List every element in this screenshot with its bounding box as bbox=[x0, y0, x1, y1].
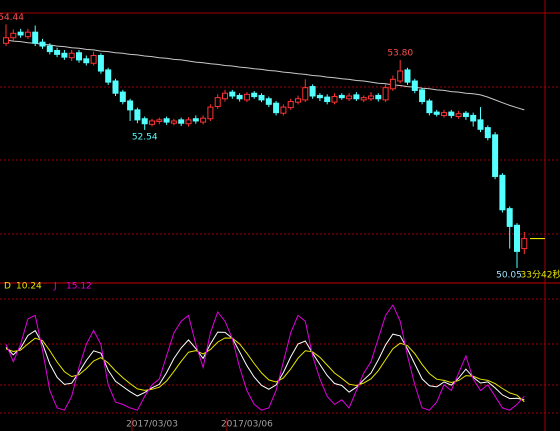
candle-body bbox=[492, 134, 499, 177]
candle-body bbox=[32, 31, 39, 44]
candle-body bbox=[397, 70, 404, 82]
candle-body bbox=[149, 120, 155, 125]
candle-body bbox=[127, 100, 134, 111]
low-label: 50.05 bbox=[496, 271, 522, 281]
candle-body bbox=[389, 78, 396, 90]
candle-body bbox=[46, 45, 53, 53]
candle-body bbox=[346, 95, 353, 100]
candle-body bbox=[170, 120, 177, 124]
candle-body bbox=[185, 119, 192, 125]
candle-body bbox=[24, 31, 31, 38]
candle-body bbox=[382, 87, 389, 101]
candle-body bbox=[338, 94, 345, 99]
candle-body bbox=[163, 118, 170, 123]
candle-body bbox=[433, 111, 440, 115]
candle-body bbox=[448, 111, 455, 116]
candle-body bbox=[83, 58, 90, 64]
candle-body bbox=[251, 92, 258, 98]
legend-name: D bbox=[4, 282, 11, 292]
candle-body bbox=[229, 91, 236, 97]
candle-body bbox=[462, 112, 469, 118]
candle-body bbox=[324, 96, 331, 103]
candle-body bbox=[441, 112, 447, 116]
candle-body bbox=[17, 31, 24, 36]
candle-body bbox=[61, 52, 68, 58]
candle-body bbox=[178, 119, 185, 124]
candle-body bbox=[10, 32, 17, 39]
high-label: 54.44 bbox=[0, 13, 24, 23]
candle-body bbox=[141, 118, 148, 125]
candle-body bbox=[302, 87, 309, 101]
candle-body bbox=[236, 94, 243, 100]
legend-value: 10.24 bbox=[16, 282, 42, 292]
candle-body bbox=[68, 52, 75, 59]
candle-body bbox=[207, 106, 214, 120]
candle-body bbox=[521, 238, 528, 250]
candle-body bbox=[105, 69, 112, 83]
candle-body bbox=[280, 106, 287, 114]
candle-body bbox=[214, 97, 221, 108]
candle-body bbox=[331, 96, 338, 103]
x-tick-label: 2017/03/06 bbox=[221, 420, 273, 430]
candle-body bbox=[39, 41, 46, 47]
candle-body bbox=[353, 94, 360, 100]
candle-body bbox=[90, 54, 97, 64]
candle-body bbox=[368, 95, 374, 100]
candle-body bbox=[287, 101, 294, 109]
candle-body bbox=[265, 98, 272, 105]
candle-body bbox=[273, 102, 280, 114]
candle-body bbox=[470, 114, 477, 122]
candle-body bbox=[258, 94, 265, 101]
candle-body bbox=[54, 49, 61, 55]
candle-body bbox=[375, 94, 382, 100]
candle-body bbox=[426, 100, 433, 114]
low-label: 52.54 bbox=[132, 132, 158, 142]
candle-body bbox=[295, 98, 301, 103]
x-tick-label: 2017/03/03 bbox=[126, 420, 178, 430]
candle-body bbox=[506, 208, 513, 227]
candle-body bbox=[112, 80, 119, 94]
legend-value: 15.12 bbox=[66, 282, 92, 292]
moving-average bbox=[5, 39, 525, 111]
candle-body bbox=[419, 89, 426, 103]
candle-body bbox=[477, 119, 484, 130]
kdj-line bbox=[5, 337, 525, 403]
candle-body bbox=[97, 54, 104, 72]
candle-body bbox=[411, 80, 418, 91]
candle-body bbox=[222, 92, 228, 100]
candle-body bbox=[316, 94, 323, 99]
candle-body bbox=[499, 174, 506, 211]
kdj-line bbox=[5, 303, 525, 411]
candle-body bbox=[156, 119, 163, 123]
legend-name: J bbox=[53, 282, 57, 292]
high-label: 53.80 bbox=[387, 48, 413, 58]
kdj-panel: D 10.24 J 15.12 2017/03/03 2017/03/06 bbox=[4, 282, 525, 431]
candle-body bbox=[192, 118, 199, 122]
candle-body bbox=[76, 52, 82, 61]
candle-body bbox=[200, 117, 207, 123]
candle-body bbox=[309, 86, 316, 97]
kdj-line bbox=[5, 329, 525, 401]
candle-body bbox=[360, 97, 367, 101]
candle-body bbox=[3, 37, 9, 44]
candle-body bbox=[484, 127, 491, 139]
candle-body bbox=[134, 109, 141, 121]
candle-body bbox=[514, 224, 520, 252]
candle-body bbox=[119, 91, 126, 103]
candle-body bbox=[404, 69, 411, 83]
countdown: 33分42秒 bbox=[521, 269, 560, 281]
candle-body bbox=[243, 93, 250, 101]
candle-body bbox=[455, 113, 462, 118]
